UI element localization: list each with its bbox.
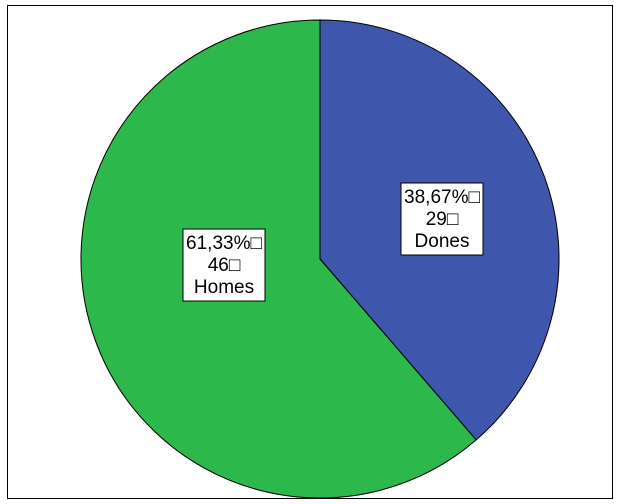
slice-count-label: 29□ — [426, 209, 459, 230]
slice-label-homes: 61,33%□46□Homes — [182, 228, 266, 302]
slice-label-box — [400, 182, 484, 256]
slice-label-box — [182, 228, 266, 302]
slice-name-label: Homes — [194, 277, 254, 298]
slice-label-dones: 38,67%□29□Dones — [400, 182, 484, 256]
slice-percent-label: 61,33%□ — [186, 233, 262, 254]
pie-slice-homes — [80, 19, 477, 499]
slice-percent-label: 38,67%□ — [404, 187, 480, 208]
slice-count-label: 46□ — [208, 255, 241, 276]
slice-name-label: Dones — [415, 231, 470, 252]
